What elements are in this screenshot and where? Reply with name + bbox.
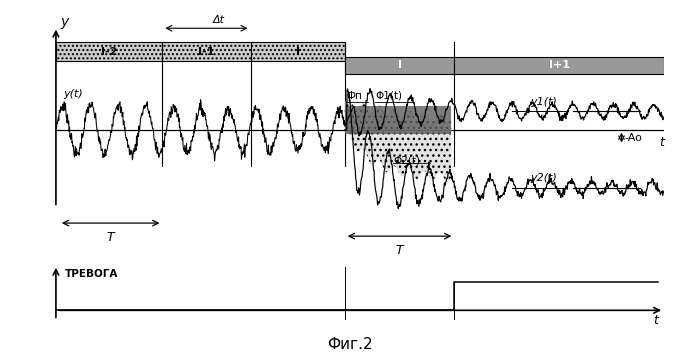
Text: y: y [61, 15, 69, 29]
Text: T: T [107, 231, 115, 244]
Text: y1(t): y1(t) [531, 97, 557, 107]
Bar [162, 42, 250, 62]
Text: y2(t): y2(t) [531, 173, 557, 183]
Text: t: t [653, 314, 658, 328]
Text: I-1: I-1 [199, 47, 215, 57]
Text: I-2: I-2 [101, 47, 117, 57]
Text: T: T [396, 244, 403, 257]
Text: I: I [398, 61, 401, 70]
Text: t: t [659, 136, 664, 150]
Bar [56, 42, 162, 62]
Text: Φ1(t): Φ1(t) [375, 91, 402, 101]
Text: I+1: I+1 [549, 61, 570, 70]
Text: -Ao: -Ao [624, 132, 642, 143]
Text: Φ2(t): Φ2(t) [394, 155, 420, 166]
Text: Фиг.2: Фиг.2 [326, 337, 373, 352]
Text: Фп: Фп [346, 91, 362, 101]
Text: I: I [296, 47, 300, 57]
Bar [454, 57, 664, 74]
Bar [250, 42, 345, 62]
Bar [345, 105, 452, 134]
Bar [345, 57, 454, 74]
Text: y(t): y(t) [63, 89, 83, 99]
Text: ТРЕВОГА: ТРЕВОГА [65, 269, 118, 279]
Text: Δt: Δt [212, 15, 224, 25]
